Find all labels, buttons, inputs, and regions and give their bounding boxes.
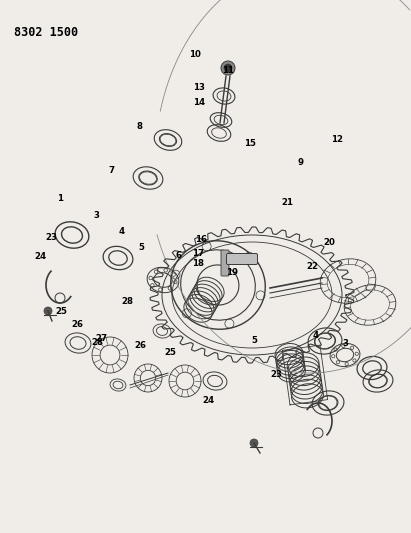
Text: 28: 28 xyxy=(121,297,134,305)
Text: 14: 14 xyxy=(193,98,206,107)
Text: 6: 6 xyxy=(176,252,182,260)
Circle shape xyxy=(224,64,232,72)
Circle shape xyxy=(44,307,52,315)
Text: 16: 16 xyxy=(195,236,208,244)
Text: 10: 10 xyxy=(189,50,201,59)
Text: 15: 15 xyxy=(244,140,256,148)
Text: 5: 5 xyxy=(139,244,145,252)
Text: 1: 1 xyxy=(57,194,62,203)
Text: 25: 25 xyxy=(165,349,176,357)
Circle shape xyxy=(250,439,258,447)
FancyBboxPatch shape xyxy=(221,250,229,276)
Text: 9: 9 xyxy=(297,158,303,167)
Text: 12: 12 xyxy=(331,135,343,144)
Text: 13: 13 xyxy=(193,84,206,92)
Text: 25: 25 xyxy=(55,308,67,316)
Text: 8: 8 xyxy=(137,123,143,131)
Text: 24: 24 xyxy=(203,397,215,405)
Text: 4: 4 xyxy=(118,228,124,236)
Text: 3: 3 xyxy=(342,340,348,348)
Circle shape xyxy=(221,61,235,75)
Text: 23: 23 xyxy=(270,370,282,378)
Text: 3: 3 xyxy=(94,212,99,220)
Text: 7: 7 xyxy=(108,166,114,175)
Text: 28: 28 xyxy=(92,338,104,346)
Text: 27: 27 xyxy=(96,334,108,343)
Text: 18: 18 xyxy=(192,260,204,268)
Text: 24: 24 xyxy=(34,253,46,261)
Text: 26: 26 xyxy=(134,341,147,350)
Text: 21: 21 xyxy=(282,198,294,207)
Text: 19: 19 xyxy=(226,269,238,277)
FancyBboxPatch shape xyxy=(226,254,258,264)
Text: 8302 1500: 8302 1500 xyxy=(14,26,78,39)
Text: 11: 11 xyxy=(222,66,234,75)
Text: 26: 26 xyxy=(71,320,83,328)
Text: 17: 17 xyxy=(192,249,204,257)
Text: 22: 22 xyxy=(306,262,319,271)
Text: 23: 23 xyxy=(45,233,58,241)
Text: 5: 5 xyxy=(251,336,257,344)
Text: 20: 20 xyxy=(324,238,335,247)
Text: 4: 4 xyxy=(313,332,319,340)
